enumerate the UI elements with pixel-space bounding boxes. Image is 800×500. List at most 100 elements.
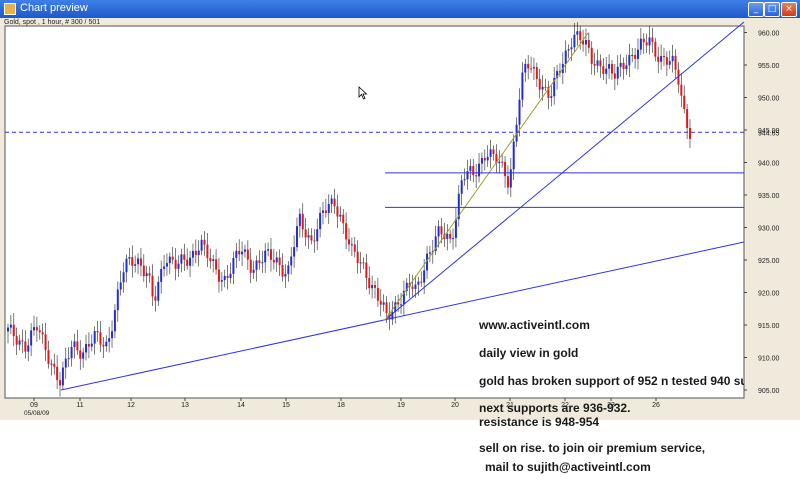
candle-body <box>229 273 232 278</box>
candle-body <box>189 257 192 266</box>
x-tick-label: 23 <box>607 402 615 409</box>
candle-body <box>220 280 223 282</box>
candle-body <box>382 302 385 305</box>
candle-body <box>689 127 691 139</box>
annotation-line1: daily view in gold <box>479 346 579 360</box>
candle-body <box>359 262 362 264</box>
candle-body <box>44 334 47 351</box>
candle-body <box>530 68 533 70</box>
candle-body <box>538 78 541 90</box>
candle-body <box>426 253 429 271</box>
candle-body <box>73 341 76 347</box>
candle-body <box>261 262 264 264</box>
candle-body <box>235 250 238 258</box>
candle-body <box>148 273 151 276</box>
candle-body <box>631 55 634 57</box>
candle-body <box>38 330 41 333</box>
y-tick-label: 925.00 <box>758 258 780 265</box>
candle-body <box>252 269 255 273</box>
y-tick-label: 960.00 <box>758 31 780 38</box>
candle-body <box>645 42 648 46</box>
candle-body <box>518 99 521 125</box>
candle-body <box>295 226 298 248</box>
candle-body <box>677 69 680 85</box>
candle-body <box>85 344 88 353</box>
y-tick-label: 920.00 <box>758 291 780 298</box>
candle-body <box>446 234 449 239</box>
candle-body <box>99 332 102 345</box>
candle-body <box>532 67 535 69</box>
candle-body <box>21 340 24 342</box>
candle-body <box>275 257 278 263</box>
candle-body <box>417 281 420 285</box>
candle-body <box>636 49 639 59</box>
minimize-button[interactable]: _ <box>748 2 764 17</box>
candle-body <box>116 289 119 311</box>
candle-body <box>489 149 492 157</box>
candle-body <box>440 226 443 235</box>
candle-body <box>460 180 463 194</box>
candle-body <box>628 55 631 66</box>
candle-body <box>301 213 304 230</box>
x-tick-label: 19 <box>397 402 405 409</box>
candle-body <box>313 240 316 242</box>
candle-body <box>215 259 218 270</box>
candle-body <box>616 66 619 79</box>
candle-body <box>434 236 437 251</box>
candle-body <box>564 50 567 64</box>
candle-body <box>223 275 226 281</box>
candle-body <box>82 352 85 359</box>
candle-body <box>327 203 330 214</box>
candle-body <box>9 324 12 328</box>
candle-body <box>93 331 96 344</box>
candle-body <box>509 169 512 188</box>
annotation-line2: gold has broken support of 952 n tested … <box>479 374 744 388</box>
candle-body <box>411 286 414 289</box>
candle-body <box>541 86 544 90</box>
close-button[interactable]: × <box>781 2 797 17</box>
candle-body <box>613 73 616 79</box>
candle-body <box>33 327 36 331</box>
candle-body <box>232 257 235 274</box>
candle-body <box>249 259 252 273</box>
maximize-button[interactable]: □ <box>764 2 780 17</box>
candle-body <box>590 47 593 64</box>
candle-body <box>41 332 44 335</box>
candle-body <box>70 346 73 359</box>
candle-body <box>599 60 602 67</box>
candle-body <box>183 254 186 260</box>
candle-body <box>171 256 174 260</box>
candle-body <box>593 63 596 66</box>
candle-body <box>567 49 570 51</box>
candle-body <box>350 244 353 246</box>
x-tick-label: 15 <box>282 402 290 409</box>
candle-body <box>157 281 160 301</box>
x-tick-label: 22 <box>561 402 569 409</box>
window-titlebar: Chart preview _ □ × <box>0 0 800 18</box>
candle-body <box>454 219 457 238</box>
x-tick-label: 18 <box>337 402 345 409</box>
candle-body <box>180 254 183 264</box>
candle-body <box>428 252 431 254</box>
candle-body <box>353 244 356 252</box>
candle-body <box>197 250 200 255</box>
y-tick-label: 955.00 <box>758 63 780 70</box>
candle-body <box>342 214 345 224</box>
candle-body <box>293 247 296 257</box>
candle-body <box>131 257 134 266</box>
candle-body <box>128 257 131 259</box>
candle-body <box>651 37 654 42</box>
candle-body <box>160 268 163 282</box>
y-tick-label: 930.00 <box>758 226 780 233</box>
candle-body <box>61 367 64 386</box>
candle-body <box>113 310 116 332</box>
candle-body <box>683 95 686 110</box>
candle-body <box>668 61 671 65</box>
candle-body <box>457 193 460 220</box>
candle-body <box>96 331 99 333</box>
candle-body <box>602 66 605 74</box>
x-tick-label: 11 <box>76 402 83 409</box>
candle-body <box>550 96 553 98</box>
x-tick-label: 14 <box>237 402 245 409</box>
